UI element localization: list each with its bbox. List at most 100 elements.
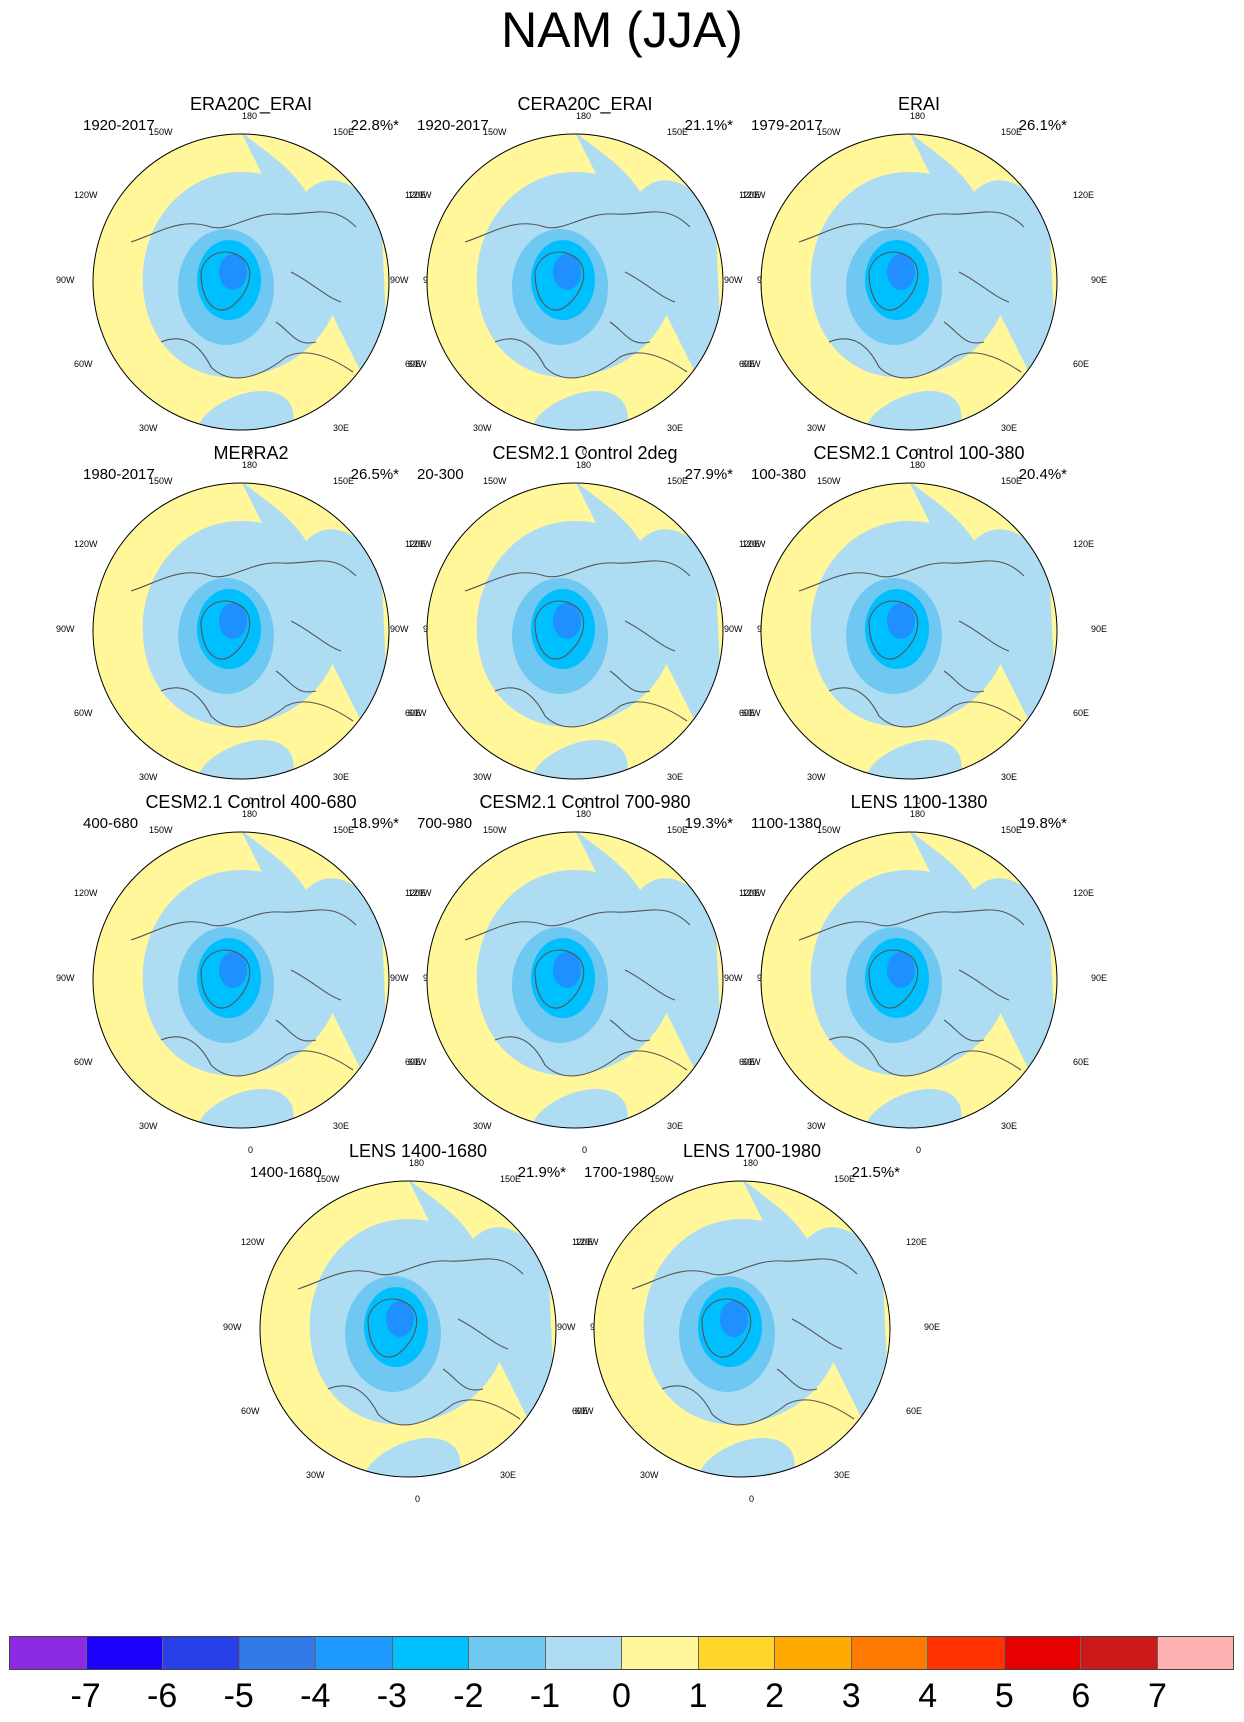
panel-title: MERRA2	[213, 443, 289, 463]
longitude-label: 150E	[500, 1174, 522, 1184]
colorbar-tick-label: -3	[376, 1677, 407, 1715]
map-border	[426, 482, 724, 780]
colorbar-swatch	[163, 1637, 240, 1669]
panel-period: 1400-1680	[250, 1164, 322, 1181]
panel-explained-variance: 20.4%*	[1018, 466, 1067, 483]
longitude-label: 60W	[408, 359, 427, 369]
longitude-label: 60E	[572, 1406, 589, 1416]
longitude-label: 120W	[742, 888, 766, 898]
colorbar-tick-label: -7	[70, 1677, 101, 1715]
longitude-label: 0	[248, 447, 254, 457]
longitude-label: 150W	[817, 825, 841, 835]
longitude-label: 180	[910, 111, 926, 121]
longitude-label: 60W	[74, 708, 93, 718]
map-panel: CERA20C_ERAI 1920-2017 21.1%* 180 150W 150E 12…	[390, 94, 773, 462]
contour-level--4	[553, 952, 581, 988]
longitude-label: 0	[916, 447, 922, 457]
contour-level--4	[553, 254, 581, 290]
longitude-label: 90W	[223, 1322, 242, 1332]
panel-explained-variance: 19.3%*	[684, 815, 733, 832]
longitude-label: 90E	[1091, 275, 1108, 285]
longitude-label: 120E	[1073, 190, 1095, 200]
longitude-label: 150E	[1001, 476, 1023, 486]
longitude-label: 30W	[473, 423, 492, 433]
positive-region	[427, 832, 723, 1128]
longitude-label: 120W	[575, 1237, 599, 1247]
coastline	[798, 560, 1025, 728]
panel-title: CESM2.1 Control 700-980	[479, 792, 691, 812]
coastline	[798, 909, 1025, 1077]
coastline	[130, 909, 357, 1077]
longitude-label: 60W	[74, 1057, 93, 1067]
longitude-label: 180	[576, 809, 592, 819]
colorbar-swatch	[239, 1637, 316, 1669]
longitude-label: 60E	[405, 359, 422, 369]
positive-region	[93, 134, 389, 430]
map-panel: MERRA2 1980-2017 26.5%* 180 150W 150E 120W 120E…	[56, 443, 439, 811]
longitude-label: 30W	[139, 772, 158, 782]
panel-period: 20-300	[417, 466, 464, 483]
longitude-label: 30E	[1001, 1121, 1018, 1131]
positive-region	[93, 832, 389, 1128]
panel-title: LENS 1100-1380	[850, 792, 988, 812]
panel-period: 400-680	[83, 815, 139, 832]
longitude-label: 120W	[408, 888, 432, 898]
longitude-label: 30W	[473, 772, 492, 782]
contour-level--4	[720, 1301, 748, 1337]
colorbar-tick-label: 3	[841, 1677, 861, 1715]
longitude-label: 60E	[906, 1406, 923, 1416]
longitude-label: 30W	[306, 1470, 325, 1480]
map-panel: CESM2.1 Control 400-680 400-680 18.9%* 180 1…	[56, 792, 439, 1160]
colorbar-tick-label: -6	[147, 1677, 178, 1715]
longitude-label: 180	[409, 1158, 425, 1168]
longitude-label: 90W	[56, 624, 75, 634]
negative-region	[199, 832, 389, 1128]
longitude-label: 120W	[408, 539, 432, 549]
longitude-label: 150W	[483, 127, 507, 137]
coastline	[464, 560, 691, 728]
longitude-label: 120E	[1073, 539, 1095, 549]
longitude-label: 90E	[924, 1322, 941, 1332]
negative-region	[867, 134, 1057, 430]
panel-title: ERAI	[897, 94, 940, 114]
contour-level--4	[386, 1301, 414, 1337]
coastline	[631, 1258, 858, 1426]
longitude-label: 30E	[667, 1121, 684, 1131]
longitude-label: 180	[576, 111, 592, 121]
colorbar-tick-label: 1	[688, 1677, 708, 1715]
longitude-label: 120E	[405, 539, 427, 549]
negative-region	[867, 483, 1057, 779]
colorbar-swatch	[1081, 1637, 1158, 1669]
longitude-label: 180	[743, 1158, 759, 1168]
colorbar-swatch	[851, 1637, 928, 1669]
longitude-label: 30W	[139, 1121, 158, 1131]
map-border	[760, 831, 1058, 1129]
longitude-label: 0	[582, 796, 588, 806]
map-panel: LENS 1400-1680 1400-1680 21.9%* 180 150W 150E…	[223, 1141, 606, 1509]
longitude-label: 180	[242, 460, 258, 470]
panel-title: CESM2.1 Control 400-680	[145, 792, 357, 812]
panel-title: CERA20C_ERAI	[517, 94, 653, 114]
longitude-label: 60E	[1073, 359, 1090, 369]
polar-map	[92, 482, 390, 780]
panel-title: ERA20C_ERAI	[189, 94, 313, 114]
panel-period: 700-980	[417, 815, 473, 832]
coastline	[130, 211, 357, 379]
panel-period: 1100-1380	[751, 815, 822, 832]
longitude-label: 120E	[405, 190, 427, 200]
longitude-label: 150E	[834, 1174, 856, 1184]
longitude-label: 30W	[807, 423, 826, 433]
negative-region	[199, 134, 389, 430]
polar-map	[92, 133, 390, 431]
map-border	[92, 831, 390, 1129]
positive-region	[594, 1181, 890, 1477]
colorbar-tick-label: -2	[453, 1677, 484, 1715]
panel-explained-variance: 26.1%*	[1018, 117, 1067, 134]
panel-title: LENS 1400-1680	[348, 1141, 488, 1161]
polar-map	[760, 482, 1058, 780]
negative-region	[199, 483, 389, 779]
colorbar	[9, 1636, 1234, 1670]
longitude-label: 60E	[739, 359, 756, 369]
longitude-label: 150E	[667, 825, 689, 835]
longitude-label: 180	[576, 460, 592, 470]
